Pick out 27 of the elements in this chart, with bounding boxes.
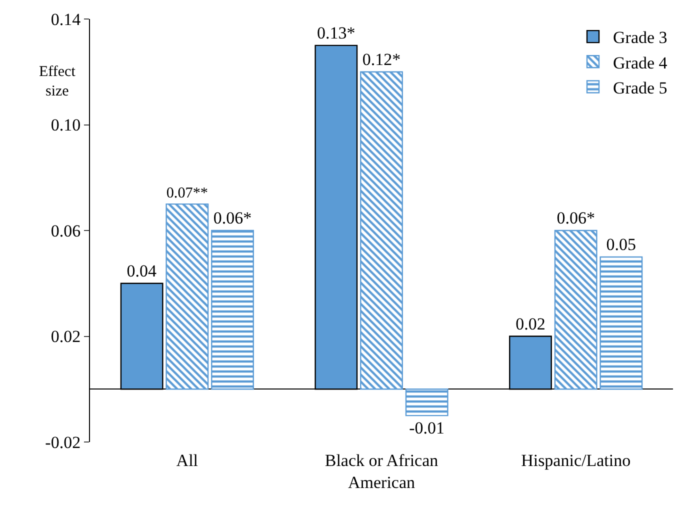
y-tick-label: -0.02: [45, 432, 81, 452]
legend-label: Grade 5: [613, 78, 668, 98]
data-label: 0.06*: [556, 208, 595, 228]
x-tick-label: Hispanic/Latino: [521, 451, 631, 470]
y-tick-label: 0.06: [50, 221, 81, 240]
data-label: 0.04: [126, 261, 157, 280]
data-label: 0.13*: [317, 23, 356, 42]
bar: [166, 203, 209, 390]
data-label: 0.02: [516, 314, 546, 334]
bar: [554, 230, 598, 390]
bar: [600, 256, 643, 390]
bar: [360, 71, 403, 390]
y-tick-label: 0.14: [50, 10, 82, 29]
data-label: 0.06*: [213, 208, 252, 228]
data-label: -0.01: [409, 418, 445, 438]
x-tick-label: Black or African American: [324, 451, 439, 492]
data-label: 0.07**: [166, 184, 208, 202]
bar: [405, 388, 448, 416]
legend-label: Grade 4: [613, 53, 668, 72]
y-axis-title: Effect size: [39, 64, 76, 100]
y-tick-label: 0.02: [50, 327, 81, 346]
x-tick-label: All: [176, 451, 198, 470]
bar: [211, 230, 254, 390]
data-label: 0.12*: [362, 50, 401, 69]
legend-label: Grade 3: [613, 28, 668, 48]
data-label: 0.05: [606, 234, 636, 254]
y-tick-label: 0.10: [50, 116, 81, 135]
